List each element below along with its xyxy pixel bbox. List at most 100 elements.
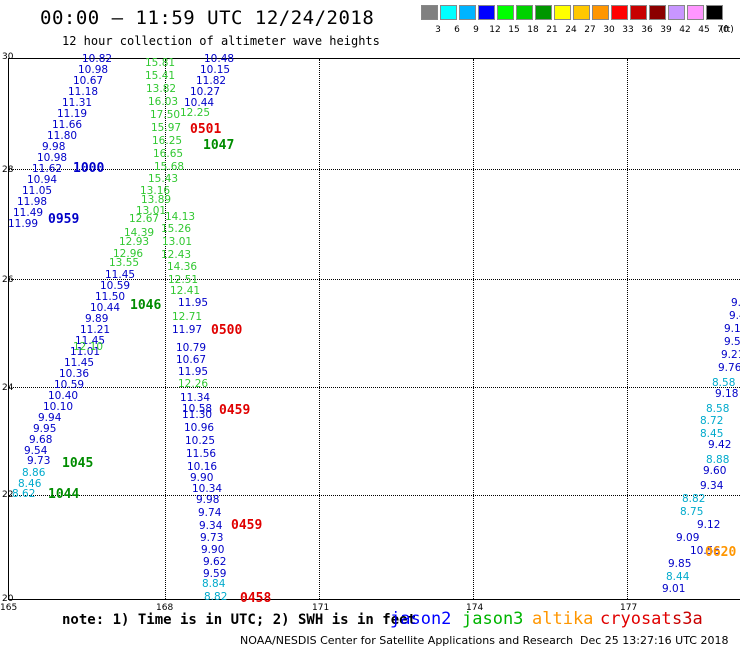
pass-time-label: 0620 xyxy=(705,545,737,560)
legend-label: 24 xyxy=(565,25,577,35)
legend-swatch xyxy=(516,5,533,20)
pass-time-label: 1045 xyxy=(62,456,94,471)
legend-label: 9 xyxy=(473,25,479,35)
satellite-name: jason2 xyxy=(390,609,452,629)
wave-height-value: 12.71 xyxy=(172,311,203,323)
legend-unit: (ft) xyxy=(720,25,734,35)
wave-height-value: 11.80 xyxy=(47,130,78,142)
wave-height-value: 9.1 xyxy=(724,323,740,335)
pass-time-label: 0500 xyxy=(211,323,243,338)
wave-height-value: 12.67 xyxy=(129,213,160,225)
wave-height-value: 9.60 xyxy=(703,465,727,477)
lon-tick-label: 174 xyxy=(466,603,484,613)
lat-tick-label: 30 xyxy=(2,52,14,62)
wave-height-value: 11.97 xyxy=(172,324,203,336)
wave-height-value: 10.10 xyxy=(43,401,74,413)
lat-tick-label: 22 xyxy=(2,490,14,500)
wave-height-value: 12.51 xyxy=(168,274,199,286)
wave-height-value: 11.45 xyxy=(105,269,136,281)
wave-height-value: 8.84 xyxy=(202,578,226,590)
wave-height-value: 11.05 xyxy=(22,185,53,197)
wave-height-value: 13.82 xyxy=(146,83,177,95)
wave-height-value: 11.31 xyxy=(62,97,93,109)
legend-label: 3 xyxy=(435,25,441,35)
wave-height-value: 11.95 xyxy=(178,366,209,378)
credit-line: NOAA/NESDIS Center for Satellite Applica… xyxy=(240,634,574,647)
wave-height-value: 12.43 xyxy=(161,249,192,261)
wave-height-value: 15.97 xyxy=(151,122,182,134)
wave-height-value: 11.19 xyxy=(57,108,88,120)
wave-height-value: 9.01 xyxy=(662,583,686,595)
wave-height-value: 10.25 xyxy=(185,435,216,447)
wave-height-value: 9.54 xyxy=(24,445,48,457)
wave-height-value: 8.82 xyxy=(204,591,228,603)
legend-label: 27 xyxy=(584,25,596,35)
wave-height-value: 10.59 xyxy=(100,280,131,292)
legend-label: 70 xyxy=(717,25,729,35)
grid-line xyxy=(627,59,628,599)
wave-height-value: 11.66 xyxy=(52,119,83,131)
wave-height-value: 9.95 xyxy=(33,423,57,435)
wave-height-value: 9.89 xyxy=(85,313,109,325)
satellite-name: jason3 xyxy=(462,609,524,629)
legend-label: 45 xyxy=(698,25,710,35)
wave-height-value: 12.96 xyxy=(113,248,144,260)
wave-height-value: 9.73 xyxy=(200,532,224,544)
grid-line xyxy=(9,495,740,496)
legend-label: 6 xyxy=(454,25,460,35)
legend-label: 36 xyxy=(641,25,653,35)
wave-height-value: 9.4 xyxy=(729,310,740,322)
wave-height-value: 13.55 xyxy=(109,257,140,269)
pass-time-label: 0458 xyxy=(240,591,272,606)
legend-swatch xyxy=(535,5,552,20)
wave-height-value: 10.27 xyxy=(190,86,221,98)
legend-swatch xyxy=(554,5,571,20)
wave-height-value: 8.62 xyxy=(12,488,36,500)
legend-swatch xyxy=(630,5,647,20)
wave-height-value: 10.94 xyxy=(27,174,58,186)
timestamp: Dec 25 13:27:16 UTC 2018 xyxy=(580,634,729,647)
wave-height-value: 9.18 xyxy=(715,388,739,400)
wave-height-value: 9.1 xyxy=(731,297,740,309)
wave-height-value: 11.50 xyxy=(95,291,126,303)
lat-tick-label: 24 xyxy=(2,383,14,393)
satellite-name: altika xyxy=(532,609,594,629)
wave-height-value: 15.41 xyxy=(145,70,176,82)
lon-tick-label: 171 xyxy=(312,603,330,613)
wave-height-value: 10.58 xyxy=(182,403,213,415)
grid-line xyxy=(9,169,740,170)
grid-line xyxy=(9,387,740,388)
pass-time-label: 1046 xyxy=(130,298,162,313)
wave-height-value: 10.96 xyxy=(184,422,215,434)
legend-label: 15 xyxy=(508,25,520,35)
wave-height-value: 11.34 xyxy=(180,392,211,404)
wave-height-value: 8.88 xyxy=(706,454,730,466)
wave-height-value: 13.16 xyxy=(140,185,171,197)
wave-height-value: 10.15 xyxy=(200,64,231,76)
wave-height-value: 9.59 xyxy=(203,568,227,580)
wave-height-value: 10.82 xyxy=(82,53,113,65)
wave-height-value: 10.98 xyxy=(78,64,109,76)
wave-height-value: 11.62 xyxy=(32,163,63,175)
lon-tick-label: 168 xyxy=(156,603,174,613)
legend-swatch xyxy=(706,5,723,20)
wave-height-value: 17.50 xyxy=(150,109,181,121)
wave-height-value: 16.25 xyxy=(152,135,183,147)
wave-height-value: 9.62 xyxy=(203,556,227,568)
wave-height-value: 10.59 xyxy=(54,379,85,391)
wave-height-value: 11.99 xyxy=(8,218,39,230)
legend-swatch xyxy=(611,5,628,20)
wave-height-value: 9.90 xyxy=(190,472,214,484)
legend-label: 39 xyxy=(660,25,672,35)
wave-height-value: 15.26 xyxy=(161,223,192,235)
wave-height-value: 9.74 xyxy=(198,507,222,519)
legend-label: 21 xyxy=(546,25,558,35)
legend-swatch xyxy=(421,5,438,20)
wave-height-value: 9.34 xyxy=(199,520,223,532)
wave-height-value: 14.36 xyxy=(167,261,198,273)
legend-swatch xyxy=(668,5,685,20)
grid-line xyxy=(319,59,320,599)
lat-tick-label: 20 xyxy=(2,594,14,604)
wave-height-value: 15.81 xyxy=(145,57,176,69)
legend-swatch xyxy=(573,5,590,20)
